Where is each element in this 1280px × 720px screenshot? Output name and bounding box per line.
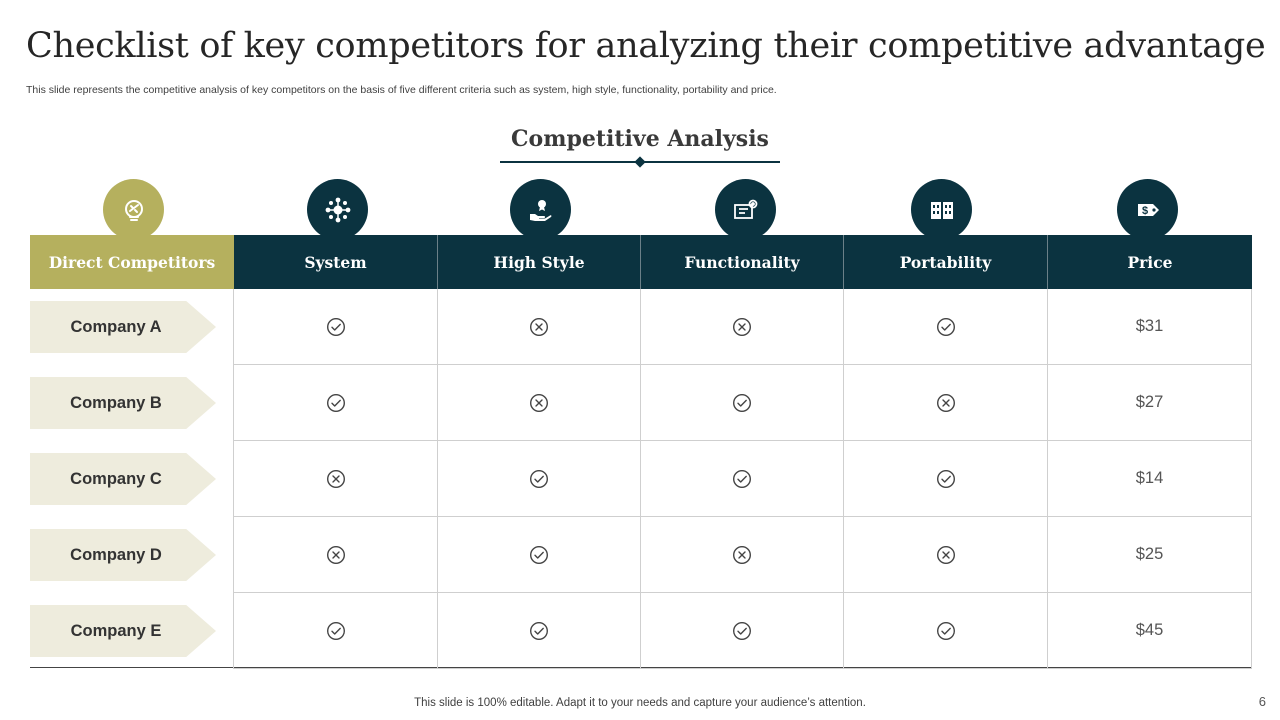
company-cell: Company D [30,517,234,593]
x-circle-icon [326,469,346,489]
check-circle-icon [936,621,956,641]
price-cell: $14 [1048,441,1252,517]
check-circle-icon [529,545,549,565]
price-value: $45 [1135,621,1164,639]
price-tag-icon: $ [1117,179,1178,240]
blueprint-gear-icon [715,179,776,240]
buildings-icon [911,179,972,240]
high-style-cell [438,289,641,365]
footer-note: This slide is 100% editable. Adapt it to… [414,697,866,709]
system-cell [234,365,438,441]
company-label: Company C [30,453,216,505]
section-diamond [634,156,646,168]
company-cell: Company E [30,593,234,669]
x-circle-icon [326,545,346,565]
check-circle-icon [529,469,549,489]
price-cell: $25 [1048,517,1252,593]
portability-cell [844,289,1048,365]
company-label: Company B [30,377,216,429]
header-functionality: Functionality [641,235,844,289]
header-portability: Portability [844,235,1048,289]
check-circle-icon [936,317,956,337]
check-circle-icon [732,393,752,413]
check-circle-icon [936,469,956,489]
x-circle-icon [529,393,549,413]
functionality-cell [641,593,844,669]
price-value: $14 [1135,469,1164,487]
portability-cell [844,593,1048,669]
table-row: Company D $25 [30,517,1252,593]
portability-cell [844,441,1048,517]
network-gear-icon [307,179,368,240]
lightbulb-puzzle-icon [103,179,164,240]
company-cell: Company A [30,289,234,365]
x-circle-icon [529,317,549,337]
section-title: Competitive Analysis [511,126,769,152]
portability-cell [844,517,1048,593]
price-cell: $45 [1048,593,1252,669]
table-row: Company C $14 [30,441,1252,517]
hand-award-icon [510,179,571,240]
company-cell: Company C [30,441,234,517]
check-circle-icon [326,393,346,413]
price-value: $25 [1135,545,1164,563]
price-cell: $27 [1048,365,1252,441]
table-row: Company E $45 [30,593,1252,669]
functionality-cell [641,441,844,517]
check-circle-icon [326,621,346,641]
price-value: $27 [1135,393,1164,411]
page-number: 6 [1258,694,1266,709]
company-cell: Company B [30,365,234,441]
functionality-cell [641,517,844,593]
functionality-cell [641,365,844,441]
portability-cell [844,365,1048,441]
system-cell [234,441,438,517]
check-circle-icon [732,621,752,641]
slide-subtitle: This slide represents the competitive an… [26,84,777,96]
system-cell [234,289,438,365]
functionality-cell [641,289,844,365]
check-circle-icon [732,469,752,489]
x-circle-icon [936,393,956,413]
competitor-table: Direct Competitors System High Style Fun… [30,235,1252,669]
table-header-row: Direct Competitors System High Style Fun… [30,235,1252,289]
table-row: Company A $31 [30,289,1252,365]
x-circle-icon [732,545,752,565]
header-system: System [234,235,438,289]
system-cell [234,517,438,593]
high-style-cell [438,517,641,593]
high-style-cell [438,365,641,441]
x-circle-icon [732,317,752,337]
check-circle-icon [529,621,549,641]
check-circle-icon [326,317,346,337]
high-style-cell [438,441,641,517]
price-value: $31 [1135,317,1164,335]
svg-text:$: $ [1141,205,1147,217]
company-label: Company A [30,301,216,353]
header-price: Price [1048,235,1252,289]
system-cell [234,593,438,669]
company-label: Company D [30,529,216,581]
company-label: Company E [30,605,216,657]
header-high-style: High Style [438,235,641,289]
price-cell: $31 [1048,289,1252,365]
high-style-cell [438,593,641,669]
x-circle-icon [936,545,956,565]
table-row: Company B $27 [30,365,1252,441]
slide-title: Checklist of key competitors for analyzi… [26,26,1266,66]
header-direct-competitors: Direct Competitors [30,235,234,289]
